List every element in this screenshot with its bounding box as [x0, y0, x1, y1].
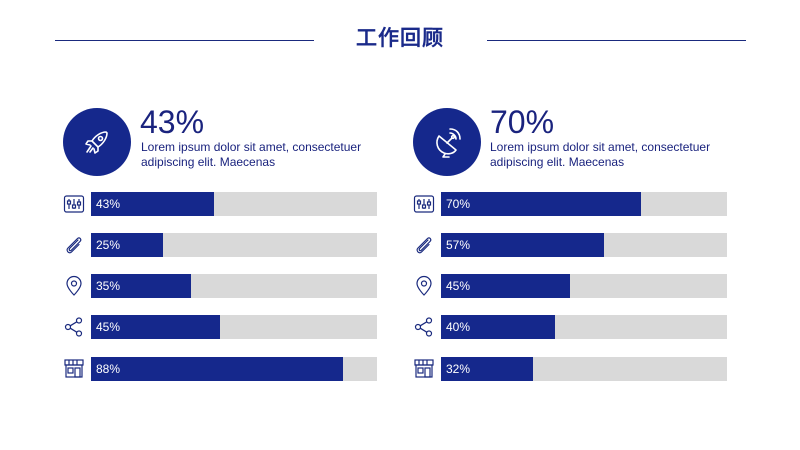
location-pin-icon	[63, 275, 85, 297]
progress-label: 45%	[96, 320, 121, 334]
page-title: 工作回顾	[356, 26, 444, 50]
share-icon	[413, 316, 435, 338]
progress-label: 70%	[446, 197, 471, 211]
progress-fill	[91, 315, 220, 339]
progress-fill	[91, 192, 214, 216]
panel-description: Lorem ipsum dolor sit amet, consectetuer…	[490, 140, 711, 169]
progress-label: 45%	[446, 279, 471, 293]
progress-fill	[441, 233, 604, 257]
title-divider-right	[487, 40, 746, 41]
progress-row: 43%	[63, 192, 383, 216]
sliders-icon	[63, 193, 85, 215]
progress-track: 35%	[91, 274, 377, 298]
stats-panel-left: 43% Lorem ipsum dolor sit amet, consecte…	[63, 0, 383, 450]
progress-fill	[91, 357, 343, 381]
storefront-icon	[413, 358, 435, 380]
headline-percentage: 43%	[140, 104, 205, 140]
progress-track: 45%	[91, 315, 377, 339]
location-pin-icon	[413, 275, 435, 297]
progress-label: 40%	[446, 320, 471, 334]
satellite-dish-icon	[413, 108, 481, 176]
progress-row: 57%	[413, 233, 733, 257]
progress-label: 57%	[446, 238, 471, 252]
progress-track: 45%	[441, 274, 727, 298]
rocket-icon	[63, 108, 131, 176]
progress-row: 88%	[63, 357, 383, 381]
progress-row: 25%	[63, 233, 383, 257]
progress-row: 32%	[413, 357, 733, 381]
sliders-icon	[413, 193, 435, 215]
progress-track: 88%	[91, 357, 377, 381]
progress-label: 88%	[96, 362, 121, 376]
progress-track: 70%	[441, 192, 727, 216]
progress-track: 32%	[441, 357, 727, 381]
progress-track: 40%	[441, 315, 727, 339]
storefront-icon	[63, 358, 85, 380]
progress-track: 43%	[91, 192, 377, 216]
paperclip-icon	[63, 234, 85, 256]
progress-fill	[441, 315, 555, 339]
paperclip-icon	[413, 234, 435, 256]
progress-row: 45%	[413, 274, 733, 298]
progress-label: 35%	[96, 279, 121, 293]
progress-fill	[441, 274, 570, 298]
progress-fill	[91, 233, 163, 257]
progress-label: 25%	[96, 238, 121, 252]
progress-row: 35%	[63, 274, 383, 298]
progress-label: 43%	[96, 197, 121, 211]
title-divider-left	[55, 40, 314, 41]
progress-row: 40%	[413, 315, 733, 339]
progress-row: 70%	[413, 192, 733, 216]
headline-percentage: 70%	[490, 104, 555, 140]
progress-track: 57%	[441, 233, 727, 257]
progress-label: 32%	[446, 362, 471, 376]
stats-panel-right: 70% Lorem ipsum dolor sit amet, consecte…	[413, 0, 733, 450]
progress-track: 25%	[91, 233, 377, 257]
share-icon	[63, 316, 85, 338]
progress-fill	[91, 274, 191, 298]
panel-description: Lorem ipsum dolor sit amet, consectetuer…	[141, 140, 362, 169]
progress-row: 45%	[63, 315, 383, 339]
progress-fill	[441, 192, 641, 216]
progress-fill	[441, 357, 533, 381]
